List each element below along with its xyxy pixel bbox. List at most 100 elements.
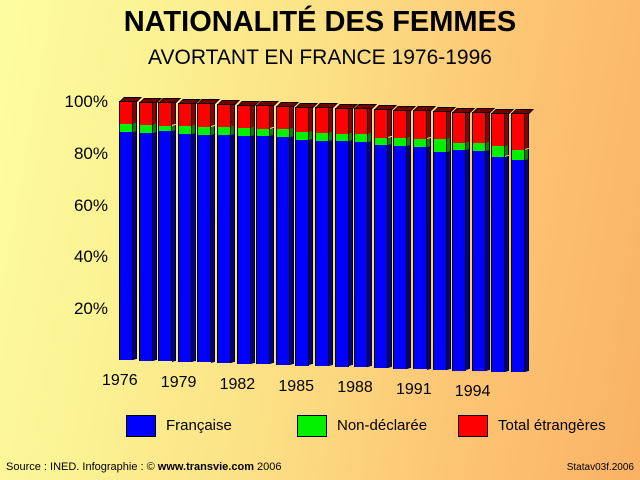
x-axis-tick-1994: 1994	[454, 383, 491, 401]
segment-front-face	[138, 101, 153, 125]
bar-segment-1990-non-declaree	[393, 136, 412, 146]
bar-segment-1994-etrangeres	[471, 110, 490, 144]
segment-front-face	[393, 145, 408, 369]
bar-segment-1989-francaise	[373, 143, 392, 369]
bar-segment-1986-francaise	[315, 139, 333, 367]
legend-swatch	[297, 415, 327, 437]
bar-1987[interactable]	[334, 103, 358, 367]
bar-1994[interactable]	[471, 108, 495, 372]
segment-front-face	[236, 135, 251, 364]
x-axis-tick-1991: 1991	[396, 381, 432, 399]
segment-front-face	[197, 134, 212, 363]
segment-front-face	[471, 112, 486, 144]
segment-front-face	[452, 150, 467, 371]
bar-segment-1991-non-declaree	[413, 137, 431, 147]
page-title: NATIONALITÉ DES FEMMES	[123, 6, 517, 38]
bar-segment-1978-non-declaree	[158, 124, 177, 131]
segment-front-face	[256, 136, 271, 365]
bar-1976[interactable]	[119, 97, 142, 360]
reference-code: Statav03f.2006	[566, 462, 634, 473]
legend-swatch	[126, 415, 156, 437]
bar-segment-1980-francaise	[197, 133, 216, 363]
bar-1993[interactable]	[452, 107, 476, 371]
bar-segment-1978-etrangeres	[158, 100, 177, 126]
segment-front-face	[295, 106, 310, 133]
segment-side-face	[466, 110, 471, 143]
segment-side-face	[289, 104, 294, 130]
bar-1977[interactable]	[138, 97, 162, 361]
bar-segment-1982-non-declaree	[236, 126, 255, 136]
bar-1984[interactable]	[275, 101, 299, 365]
bar-segment-1995-non-declaree	[491, 145, 510, 157]
bar-1989[interactable]	[373, 105, 397, 369]
bar-segment-1985-non-declaree	[295, 131, 314, 141]
segment-front-face	[393, 109, 408, 139]
bar-1979[interactable]	[177, 98, 201, 362]
bar-1986[interactable]	[315, 103, 338, 367]
segment-side-face	[133, 99, 137, 125]
segment-front-face	[197, 126, 212, 135]
segment-front-face	[471, 151, 486, 372]
segment-side-face	[505, 155, 510, 372]
bar-segment-1990-etrangeres	[393, 108, 412, 139]
bar-segment-1996-etrangeres	[511, 112, 529, 150]
bar-1982[interactable]	[236, 100, 260, 364]
y-axis-tick-20: 20%	[73, 299, 108, 319]
segment-front-face	[491, 146, 506, 157]
segment-side-face	[172, 100, 177, 126]
segment-front-face	[511, 113, 525, 150]
bar-segment-1979-francaise	[177, 132, 196, 362]
segment-front-face	[158, 130, 173, 362]
segment-front-face	[177, 133, 192, 362]
bar-1996[interactable]	[511, 109, 534, 373]
bar-segment-1982-francaise	[236, 134, 255, 364]
bar-segment-1984-francaise	[275, 135, 294, 365]
segment-front-face	[295, 140, 310, 366]
bar-segment-1995-francaise	[491, 155, 510, 372]
bar-1980[interactable]	[197, 99, 221, 363]
segment-side-face	[446, 109, 451, 140]
segment-front-face	[373, 109, 388, 138]
segment-front-face	[315, 107, 329, 134]
bar-1978[interactable]	[158, 98, 182, 362]
bar-1995[interactable]	[491, 108, 515, 372]
y-axis-tick-100: 100%	[64, 92, 108, 111]
segment-front-face	[432, 139, 447, 153]
bar-segment-1991-francaise	[413, 145, 431, 370]
bar-segment-1979-etrangeres	[177, 101, 196, 127]
bar-1988[interactable]	[354, 104, 378, 368]
bar-1991[interactable]	[413, 106, 436, 370]
segment-side-face	[309, 105, 314, 133]
segment-side-face	[231, 133, 235, 364]
bar-segment-1976-etrangeres	[119, 99, 137, 125]
bar-segment-1983-etrangeres	[256, 104, 275, 129]
segment-side-face	[270, 135, 275, 365]
source-year: 2006	[253, 461, 282, 473]
bar-1983[interactable]	[256, 101, 280, 365]
bar-1990[interactable]	[393, 105, 417, 369]
segment-front-face	[373, 145, 388, 369]
bar-segment-1987-non-declaree	[334, 132, 353, 142]
bar-segment-1996-francaise	[511, 158, 529, 373]
chart-legend: Française Non-déclarée Total étrangères	[0, 415, 640, 445]
segment-front-face	[177, 102, 192, 127]
bar-1985[interactable]	[295, 102, 319, 366]
segment-side-face	[191, 101, 196, 127]
bar-segment-1985-francaise	[295, 138, 314, 366]
bar-segment-1982-etrangeres	[236, 103, 255, 129]
segment-front-face	[315, 140, 329, 367]
bar-segment-1988-non-declaree	[354, 133, 373, 143]
y-axis-tick-80: 80%	[73, 143, 108, 163]
segment-front-face	[334, 141, 349, 367]
bar-segment-1992-etrangeres	[432, 109, 451, 140]
segment-front-face	[197, 103, 212, 127]
segment-front-face	[119, 101, 133, 125]
bar-1981[interactable]	[217, 100, 240, 364]
segment-front-face	[413, 138, 427, 147]
segment-side-face	[211, 133, 216, 363]
bar-segment-1988-etrangeres	[354, 107, 373, 135]
bar-segment-1989-non-declaree	[373, 136, 392, 146]
segment-side-face	[309, 138, 314, 366]
bar-1992[interactable]	[432, 106, 456, 370]
